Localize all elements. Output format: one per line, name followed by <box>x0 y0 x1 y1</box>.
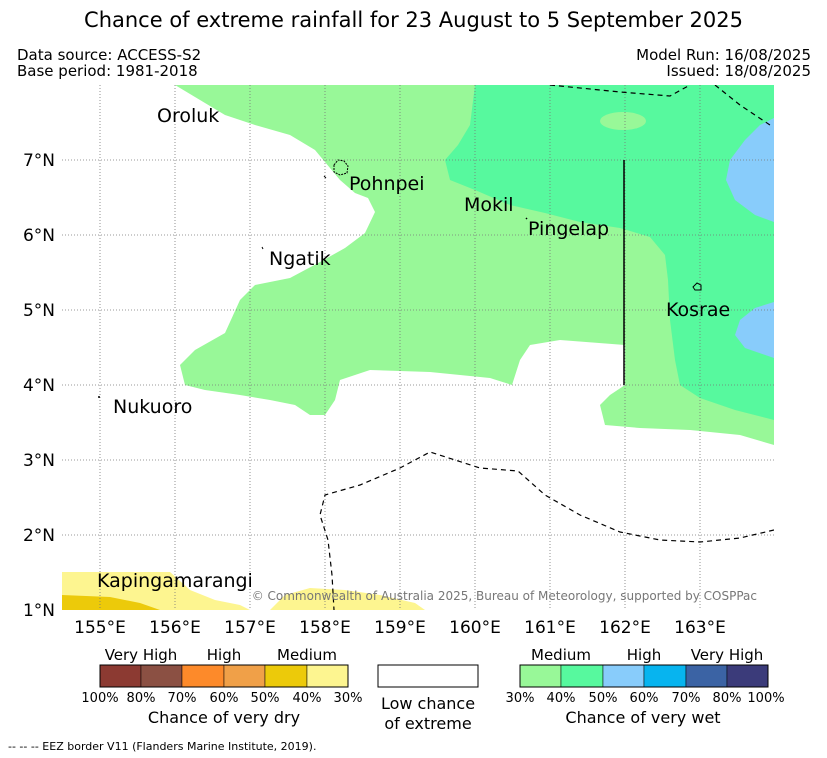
lat-label: 3°N <box>23 451 55 471</box>
legend-swatch <box>685 664 728 688</box>
graticule <box>62 85 774 610</box>
kosrae-outline <box>692 282 702 291</box>
lon-label: 161°E <box>524 618 576 638</box>
lat-label: 1°N <box>23 601 55 621</box>
lat-label: 6°N <box>23 226 55 246</box>
wet-medium-high-region <box>445 85 774 420</box>
legend-swatch <box>181 664 225 688</box>
place-label-pohnpei: Pohnpei <box>349 173 425 195</box>
model-run: Model Run: 16/08/2025 <box>636 46 811 64</box>
islet-mark <box>323 175 327 179</box>
place-label-oroluk: Oroluk <box>157 105 219 127</box>
lon-label: 157°E <box>224 618 276 638</box>
legend-low: Low chance of extreme <box>377 664 479 733</box>
legend-swatch <box>306 664 349 688</box>
lat-label: 5°N <box>23 301 55 321</box>
legend-wet-tick: 100% <box>747 691 784 706</box>
legend-dry-category: High <box>207 646 241 664</box>
legend-swatch <box>140 664 183 688</box>
legend-dry-category: Medium <box>277 646 337 664</box>
legend-swatch <box>264 664 308 688</box>
place-label-kosrae: Kosrae <box>666 299 730 321</box>
legend-dry-tick: 30% <box>334 691 363 706</box>
place-label-mokil: Mokil <box>464 194 514 216</box>
pohnpei-outline <box>333 159 349 176</box>
lat-label: 7°N <box>23 151 55 171</box>
legend-dry-tick: 40% <box>293 691 322 706</box>
legend-dry-tick: 60% <box>210 691 239 706</box>
copyright-notice: © Commonwealth of Australia 2025, Bureau… <box>252 589 757 603</box>
legend-wet-title: Chance of very wet <box>565 708 720 727</box>
legend-wet-tick: 60% <box>630 691 659 706</box>
legend-wet-tick: 70% <box>672 691 701 706</box>
place-label-kapingamarangi: Kapingamarangi <box>97 570 253 592</box>
legend-swatch <box>560 664 604 688</box>
lon-label: 158°E <box>299 618 351 638</box>
lon-label: 159°E <box>374 618 426 638</box>
lon-label: 160°E <box>449 618 501 638</box>
legend-dry-title: Chance of very dry <box>148 708 300 727</box>
probability-fields <box>62 85 774 610</box>
legend-dry-tick: 100% <box>81 691 118 706</box>
dry-medium-low-region-2 <box>270 588 425 610</box>
legend-swatch <box>223 664 266 688</box>
islet-mark <box>525 217 528 220</box>
lat-label: 4°N <box>23 376 55 396</box>
lon-label: 155°E <box>74 618 126 638</box>
eez-footnote: -- -- -- EEZ border V11 (Flanders Marine… <box>8 740 317 753</box>
legend-swatch <box>643 664 687 688</box>
legend-dry: Very High High Medium 100% 80% 70% 60% 5… <box>81 646 362 727</box>
issued-date: Issued: 18/08/2025 <box>666 62 811 80</box>
legend-swatch <box>602 664 645 688</box>
place-label-nukuoro: Nukuoro <box>113 396 192 418</box>
legend-swatch-white <box>377 664 479 688</box>
islet-mark <box>261 246 264 250</box>
legend-low-title: Low chance <box>381 694 475 713</box>
lat-label: 2°N <box>23 526 55 546</box>
dry-medium-region <box>62 595 160 610</box>
legend-dry-tick: 80% <box>127 691 156 706</box>
lon-label: 162°E <box>599 618 651 638</box>
base-period: Base period: 1981-2018 <box>17 62 198 80</box>
lon-label: 163°E <box>674 618 726 638</box>
legend-swatch <box>726 664 769 688</box>
wet-high-region-north <box>726 118 774 222</box>
place-label-pingelap: Pingelap <box>528 218 609 240</box>
legend-wet-category: High <box>627 646 661 664</box>
legend-swatch <box>519 664 562 688</box>
legend-wet-tick: 40% <box>547 691 576 706</box>
map-title: Chance of extreme rainfall for 23 August… <box>84 8 743 32</box>
legend-dry-tick: 70% <box>168 691 197 706</box>
legend-wet-tick: 80% <box>713 691 742 706</box>
legend-low-title: of extreme <box>384 714 471 733</box>
eez-border <box>319 85 774 610</box>
legend-swatch <box>99 664 142 688</box>
legend-wet-tick: 50% <box>589 691 618 706</box>
place-label-ngatik: Ngatik <box>269 248 331 270</box>
wet-high-region-south <box>735 302 774 358</box>
legend-wet-category: Medium <box>531 646 591 664</box>
legend-wet: Medium High Very High 30% 40% 50% 60% 70… <box>506 646 785 727</box>
legend-wet-tick: 30% <box>506 691 535 706</box>
legend-wet-category: Very High <box>691 646 764 664</box>
legend-dry-category: Very High <box>105 646 178 664</box>
legend-dry-tick: 50% <box>251 691 280 706</box>
lon-label: 156°E <box>149 618 201 638</box>
data-source: Data source: ACCESS-S2 <box>17 46 202 64</box>
